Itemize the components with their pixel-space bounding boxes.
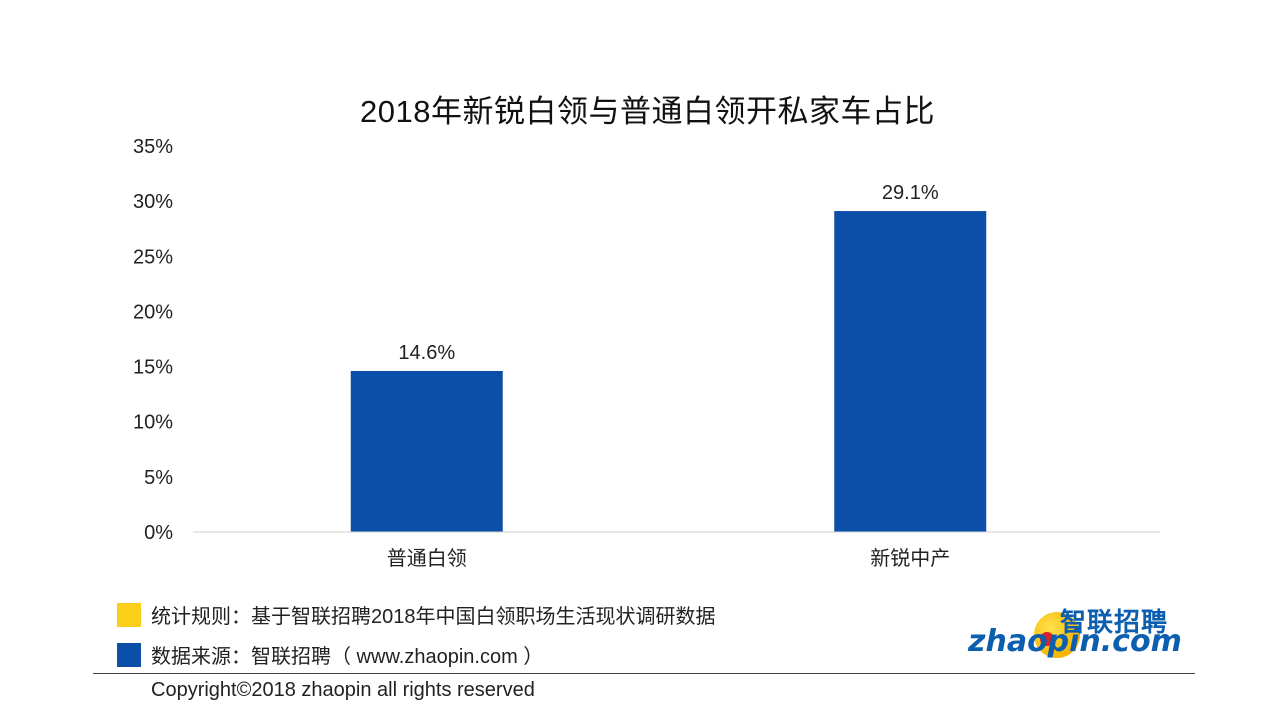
y-tick-label: 20% <box>133 301 173 323</box>
bars: 14.6% 29.1% <box>350 182 987 532</box>
x-category-label: 新锐中产 <box>870 547 950 570</box>
chart-title: 2018年新锐白领与普通白领开私家车占比 <box>360 94 935 129</box>
y-axis: 0% 5% 10% 15% 20% 25% 30% 35% <box>133 136 173 544</box>
logo-en-text: zhaopin.com <box>968 624 1182 659</box>
data-label: 29.1% <box>882 182 939 204</box>
y-tick-label: 35% <box>133 136 173 158</box>
y-tick-label: 5% <box>144 467 173 489</box>
statistics-rule-text: 统计规则：基于智联招聘2018年中国白领职场生活现状调研数据 <box>151 606 716 628</box>
bar <box>834 211 987 532</box>
bar <box>350 370 503 532</box>
data-source-text: 数据来源：智联招聘（ www.zhaopin.com ） <box>151 646 544 668</box>
x-axis: 普通白领 新锐中产 <box>193 531 1160 570</box>
blue-square-icon <box>117 642 141 667</box>
data-source-note: 数据来源：智联招聘（ www.zhaopin.com ） <box>117 640 543 669</box>
data-label: 14.6% <box>398 342 455 364</box>
yellow-square-icon <box>117 602 141 627</box>
statistics-rule-note: 统计规则：基于智联招聘2018年中国白领职场生活现状调研数据 <box>117 600 716 629</box>
logo-cn-text: 智联招聘 <box>1059 608 1168 638</box>
y-tick-label: 10% <box>133 412 173 434</box>
y-tick-label: 30% <box>133 191 173 213</box>
y-tick-label: 15% <box>133 357 173 379</box>
y-tick-label: 0% <box>144 522 173 544</box>
copyright-text: Copyright©2018 zhaopin all rights reserv… <box>151 679 535 701</box>
logo-dot-icon <box>1040 632 1054 646</box>
footer-divider <box>93 673 1195 674</box>
zhaopin-logo: 智联招聘 zhaopin.com <box>968 602 1182 659</box>
bar-chart: 0% 5% 10% 15% 20% 25% 30% 35% 14.6% 29.1% 普通白领 新锐… <box>133 136 1160 570</box>
x-category-label: 普通白领 <box>387 547 467 570</box>
y-tick-label: 25% <box>133 246 173 268</box>
